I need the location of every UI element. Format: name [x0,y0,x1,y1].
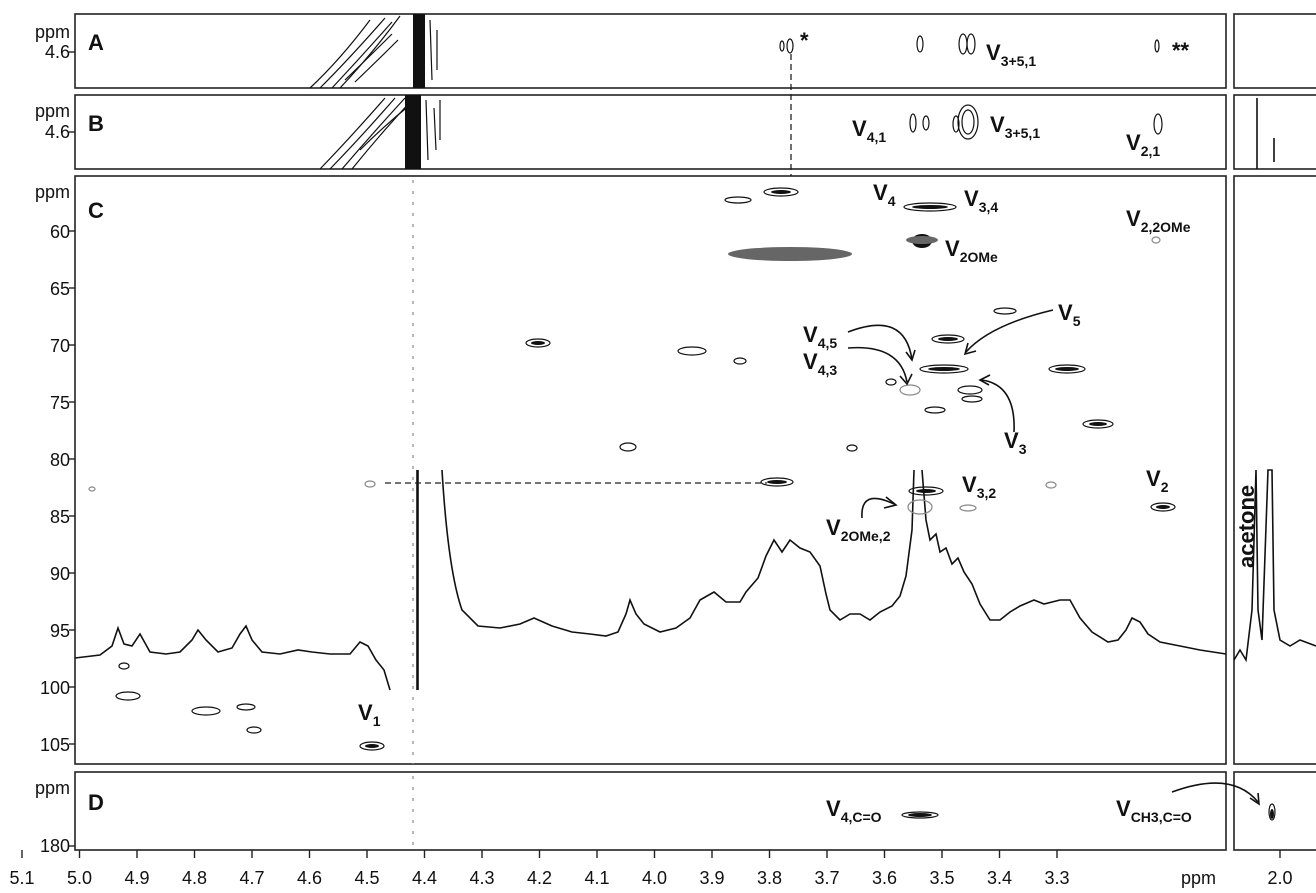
panel-d-signals [412,776,1276,850]
label-v2-1: V2,1 [1126,130,1160,159]
label-v2ome-2: V2OMe,2 [826,515,891,544]
x-tick-label: 3.9 [699,868,724,888]
panel-c-cross-peaks [88,187,1176,751]
x-axis-extra-tick: 2.0 [1267,868,1292,888]
label-v3-4: V3,4 [964,186,998,215]
label-v4-5: V4,5 [803,322,837,351]
panel-b-frame [74,94,1227,170]
x-tick-label: 5.0 [67,868,92,888]
panel-d-y-tick: 180 [40,836,70,856]
panel-a-y-tick: 4.6 [45,42,70,62]
label-v4-co: V4,C=O [826,796,882,825]
x-tick-label: 3.5 [929,868,954,888]
panel-c-label: C [88,198,104,223]
panel-c-y-ticks: 60 65 70 75 80 85 90 95 100 105 [40,222,75,755]
x-tick-label: 4.1 [584,868,609,888]
panel-c-arrows [847,309,1054,519]
label-v4: V4 [873,180,896,209]
label-v3: V3 [1004,428,1027,457]
y-tick-label: 80 [50,450,70,470]
y-tick-label: 85 [50,507,70,527]
x-tick-label: 3.3 [1044,868,1069,888]
x-tick-label: 4.4 [412,868,437,888]
panel-c-1d-projection [74,469,1316,691]
label-v5: V5 [1058,300,1081,329]
label-v2-2ome: V2,2OMe [1126,206,1191,235]
y-tick-label: 65 [50,279,70,299]
x-tick-label: 4.7 [239,868,264,888]
x-tick-label: 3.6 [872,868,897,888]
x-tick-label: 3.7 [814,868,839,888]
panel-d-side-frame [1233,771,1316,851]
label-v1: V1 [358,700,381,729]
panel-a-frame [74,13,1227,89]
panel-c-vertical-band [412,180,418,764]
x-tick-label: 3.8 [757,868,782,888]
y-tick-label: 75 [50,393,70,413]
x-tick-label: 4.9 [124,868,149,888]
panel-b-y-tick: 4.6 [45,122,70,142]
panel-a-y-unit: ppm [35,22,70,42]
x-tick-label: 4.0 [642,868,667,888]
x-tick-label: 3.4 [987,868,1012,888]
x-tick-label: 4.6 [297,868,322,888]
panel-c-side-frame [1233,175,1316,765]
label-acetone: acetone [1234,485,1259,568]
label-v2ome: V2OMe [945,236,998,265]
x-tick-label: 4.8 [182,868,207,888]
label-v4-1: V4,1 [852,116,886,145]
label-v4-3: V4,3 [803,349,837,378]
panel-b-side-frame [1233,94,1316,170]
label-v2: V2 [1146,466,1169,495]
x-axis-unit: ppm [1181,868,1216,888]
x-tick-label: 4.5 [354,868,379,888]
y-tick-label: 70 [50,336,70,356]
x-tick-label: 4.3 [469,868,494,888]
y-tick-label: 90 [50,564,70,584]
x-tick-label: 5.1 [9,868,34,888]
panel-a-label: A [88,30,104,55]
y-tick-label: 95 [50,621,70,641]
panel-d-frame [74,771,1227,851]
panel-a-side-frame [1233,13,1316,89]
label-a-double-star: ** [1172,38,1190,63]
panel-d-y-unit: ppm [35,778,70,798]
label-vch3-co: VCH3,C=O [1116,796,1192,825]
panel-b-label: B [88,111,104,136]
panel-c-frame [74,175,1227,765]
y-tick-label: 60 [50,222,70,242]
panel-d-label: D [88,790,104,815]
panel-c-y-unit: ppm [35,182,70,202]
y-tick-label: 100 [40,678,70,698]
y-axis-labels: ppm 4.6 ppm 4.6 ppm ppm 180 [35,22,75,856]
panel-a-signals [309,14,1160,176]
y-tick-label: 105 [40,735,70,755]
label-v3-5-1-a: V3+5,1 [986,40,1036,69]
panel-b-y-unit: ppm [35,101,70,121]
label-a-star: * [800,28,809,53]
panel-b-signals [319,95,1275,170]
x-tick-label: 4.2 [527,868,552,888]
x-axis-ticks: 5.1 5.0 4.9 4.8 4.7 4.6 4.5 4.4 4.3 4.2 4.1 4.0 3.9 3… [9,850,1070,888]
label-v3-2: V3,2 [962,472,996,501]
label-v3-5-1-b: V3+5,1 [990,112,1040,141]
